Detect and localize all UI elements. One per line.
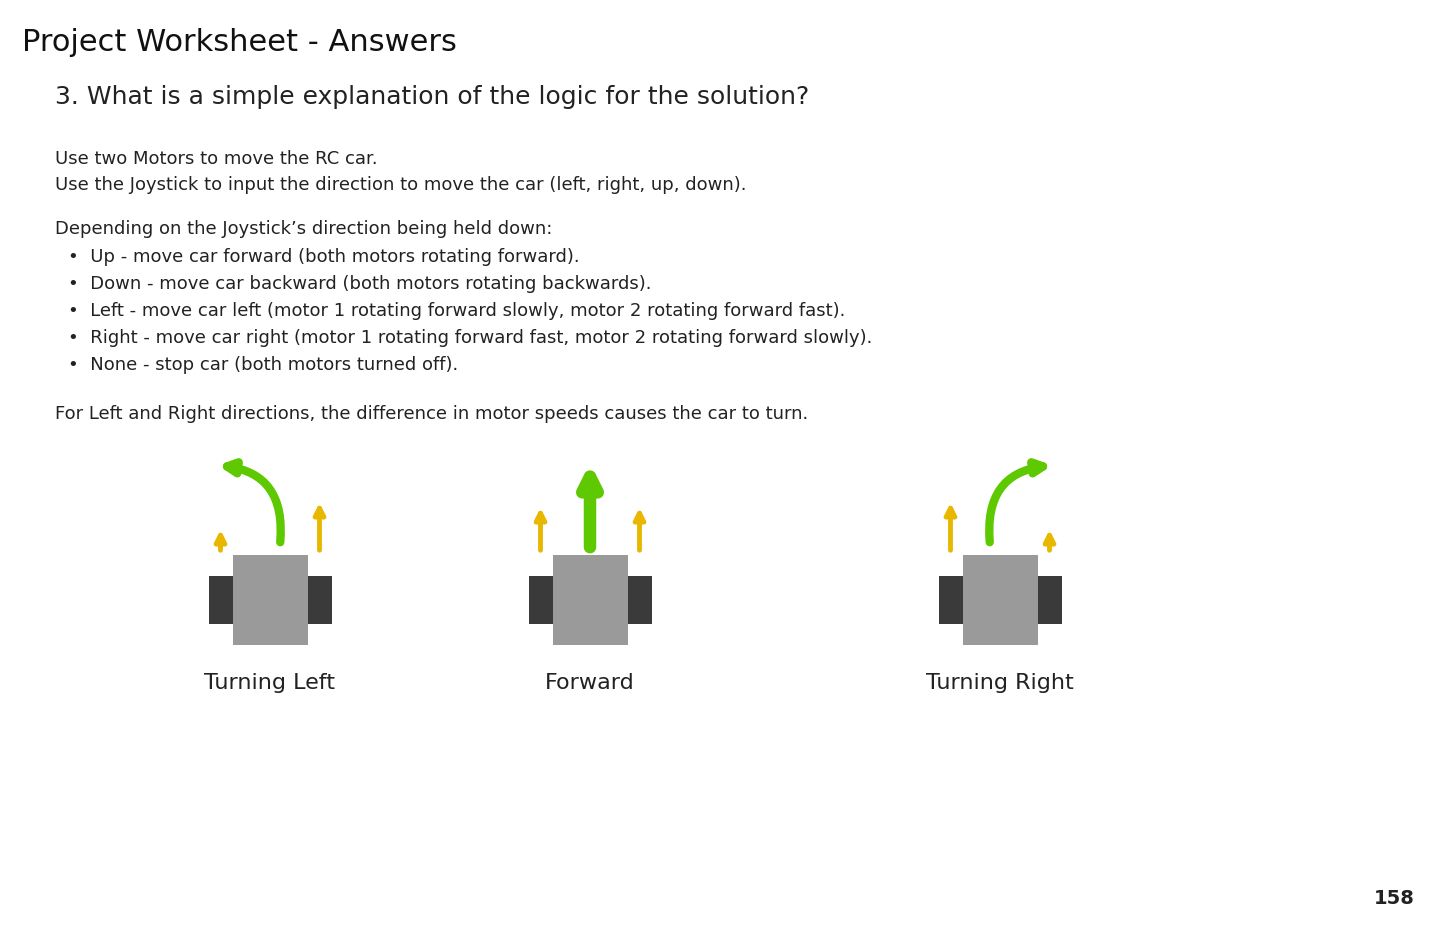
Text: •  Up - move car forward (both motors rotating forward).: • Up - move car forward (both motors rot… — [68, 248, 580, 266]
Text: For Left and Right directions, the difference in motor speeds causes the car to : For Left and Right directions, the diffe… — [55, 405, 808, 423]
Bar — [962, 555, 1037, 645]
Bar — [939, 576, 962, 624]
Bar — [553, 555, 628, 645]
Text: Depending on the Joystick’s direction being held down:: Depending on the Joystick’s direction be… — [55, 220, 553, 238]
Bar — [1037, 576, 1061, 624]
Bar — [232, 555, 308, 645]
Bar — [308, 576, 331, 624]
Bar — [628, 576, 651, 624]
Text: Use the Joystick to input the direction to move the car (left, right, up, down).: Use the Joystick to input the direction … — [55, 176, 746, 194]
Bar — [528, 576, 553, 624]
Text: •  Down - move car backward (both motors rotating backwards).: • Down - move car backward (both motors … — [68, 275, 651, 293]
Text: 158: 158 — [1374, 889, 1416, 908]
Text: •  None - stop car (both motors turned off).: • None - stop car (both motors turned of… — [68, 356, 458, 374]
Text: Project Worksheet - Answers: Project Worksheet - Answers — [22, 28, 456, 57]
Text: •  Left - move car left (motor 1 rotating forward slowly, motor 2 rotating forwa: • Left - move car left (motor 1 rotating… — [68, 302, 845, 320]
Text: 3. What is a simple explanation of the logic for the solution?: 3. What is a simple explanation of the l… — [55, 85, 809, 109]
Text: Turning Left: Turning Left — [204, 673, 336, 693]
Text: Forward: Forward — [546, 673, 635, 693]
Bar — [209, 576, 232, 624]
Text: Turning Right: Turning Right — [926, 673, 1074, 693]
Text: Use two Motors to move the RC car.: Use two Motors to move the RC car. — [55, 150, 377, 168]
Text: •  Right - move car right (motor 1 rotating forward fast, motor 2 rotating forwa: • Right - move car right (motor 1 rotati… — [68, 329, 873, 347]
